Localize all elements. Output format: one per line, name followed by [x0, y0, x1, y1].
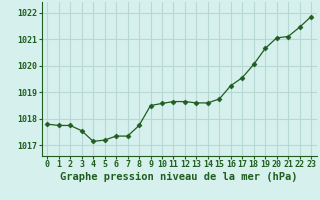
- X-axis label: Graphe pression niveau de la mer (hPa): Graphe pression niveau de la mer (hPa): [60, 172, 298, 182]
